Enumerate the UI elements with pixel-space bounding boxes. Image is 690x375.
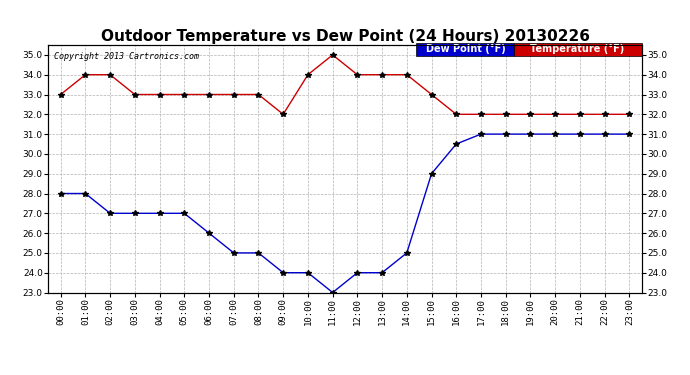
- FancyBboxPatch shape: [416, 42, 514, 56]
- Text: Copyright 2013 Cartronics.com: Copyright 2013 Cartronics.com: [55, 53, 199, 62]
- Text: Temperature (°F): Temperature (°F): [531, 44, 624, 54]
- FancyBboxPatch shape: [514, 42, 642, 56]
- Title: Outdoor Temperature vs Dew Point (24 Hours) 20130226: Outdoor Temperature vs Dew Point (24 Hou…: [101, 29, 589, 44]
- Text: Dew Point (°F): Dew Point (°F): [426, 44, 505, 54]
